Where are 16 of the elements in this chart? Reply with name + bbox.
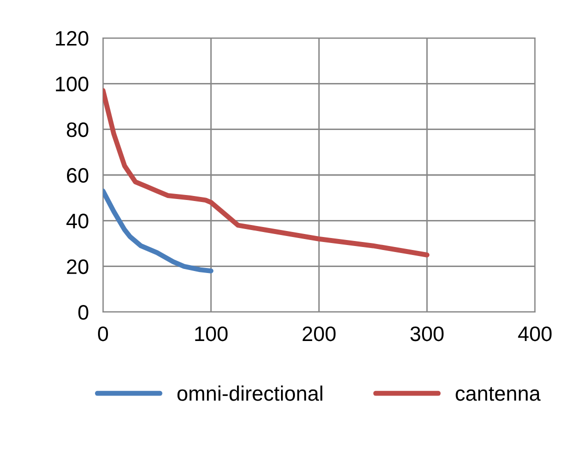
x-tick-label: 0 [98,326,108,342]
y-tick-label: 0 [78,305,88,320]
y-tick-label: 120 [56,31,88,46]
x-tick-label: 300 [410,326,444,342]
line-series [103,188,214,274]
x-tick-label: 200 [302,326,336,342]
y-tick-label: 20 [66,259,88,274]
legend-label: cantenna [456,387,541,401]
y-tick-label: 60 [67,168,88,183]
y-tick-label: 40 [66,214,88,228]
line-series [103,88,430,258]
legend-label: omni-directional [177,386,322,401]
y-tick-label: 100 [56,76,88,92]
y-tick-label: 80 [66,122,88,138]
x-tick-label: 400 [518,326,552,342]
x-tick-label: 100 [195,326,228,342]
